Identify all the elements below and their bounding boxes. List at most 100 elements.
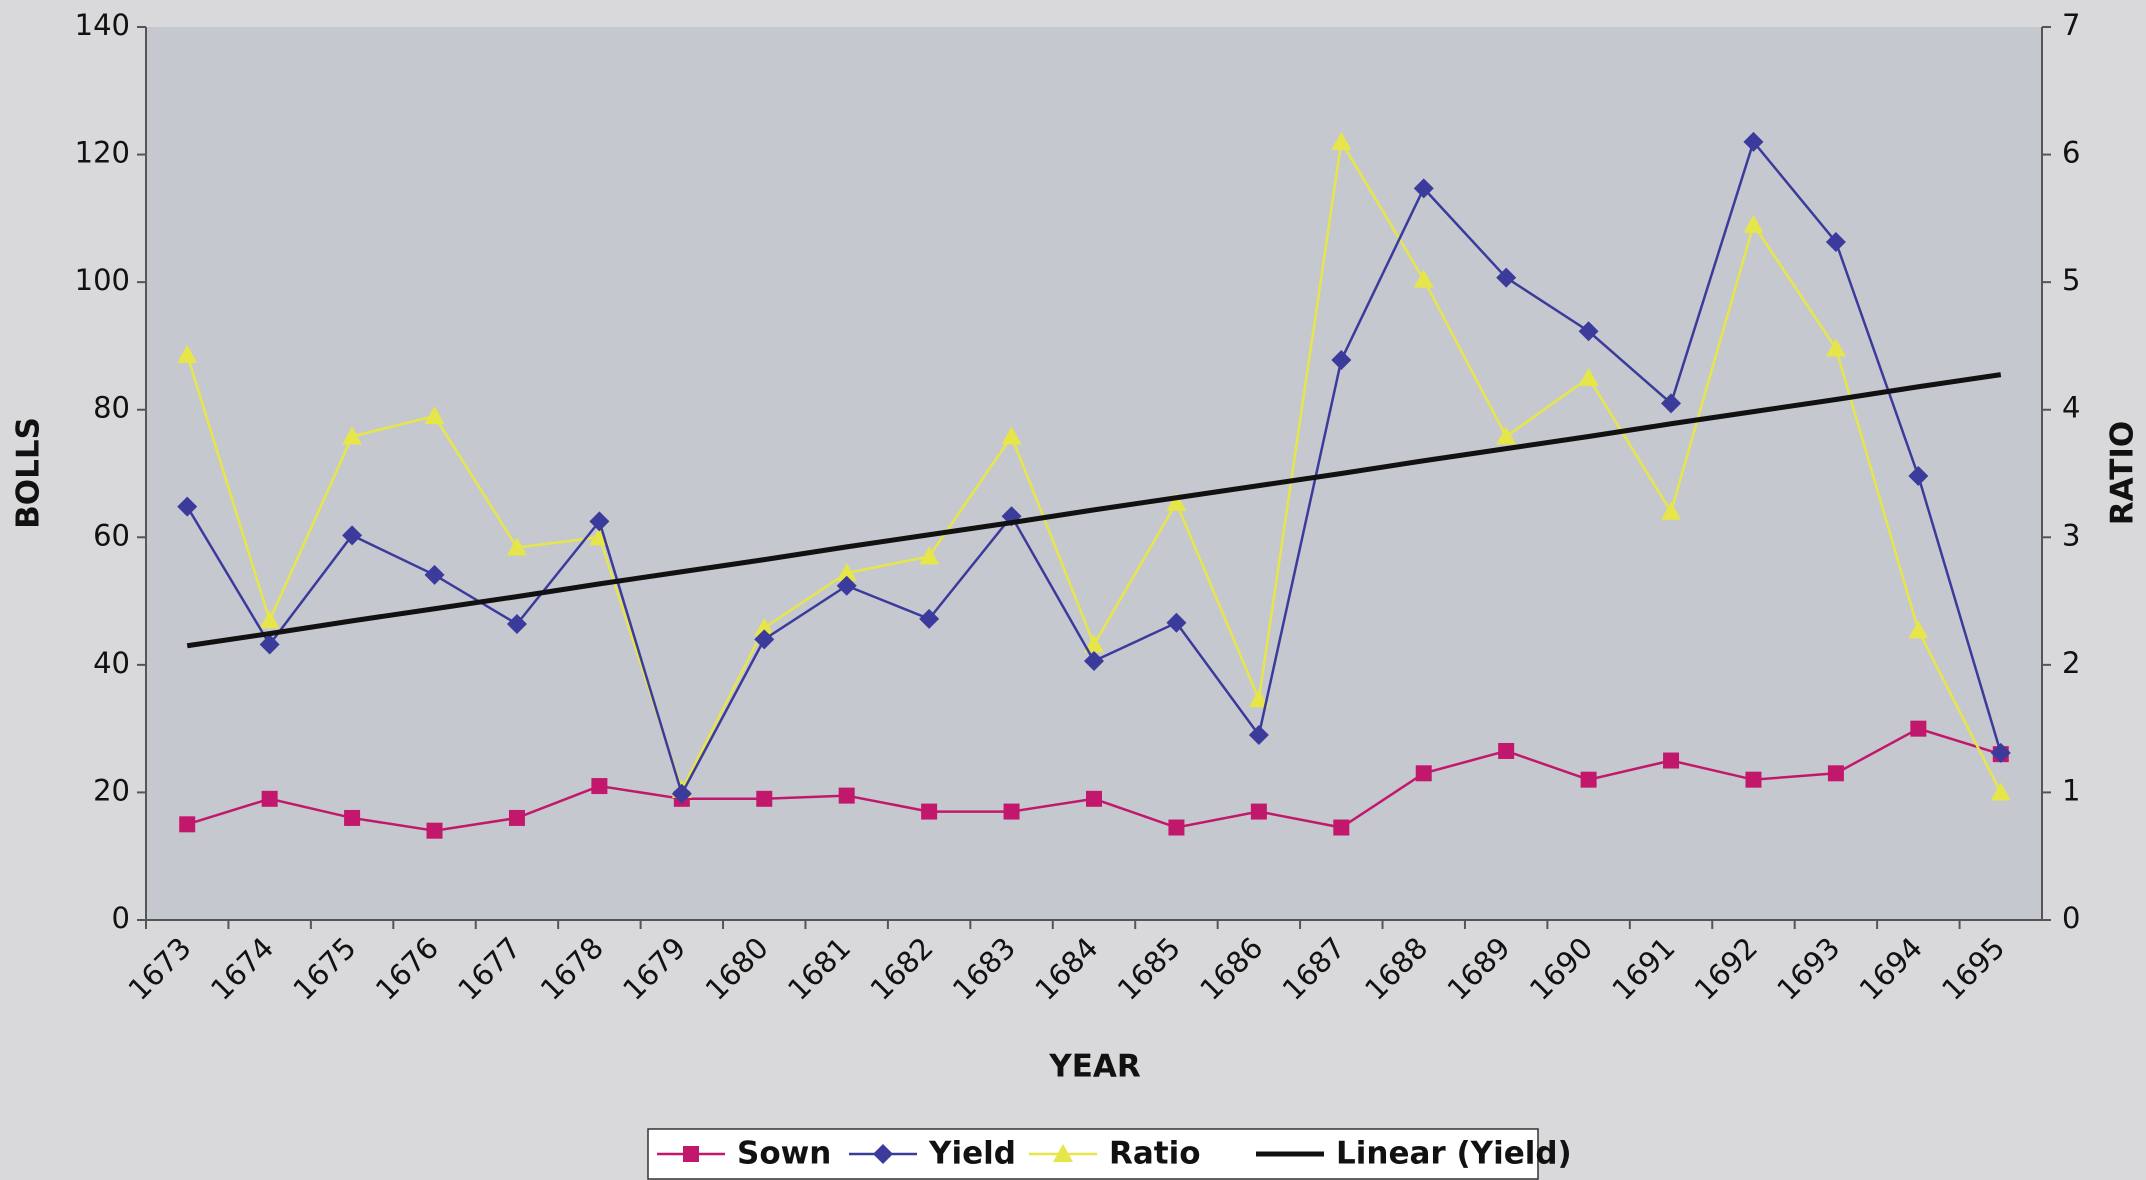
y2-tick-label: 2 bbox=[2062, 646, 2080, 680]
y-tick-label: 80 bbox=[93, 391, 130, 425]
point bbox=[919, 546, 940, 565]
point bbox=[1827, 765, 1844, 782]
y2-axis-title: RATIO bbox=[2105, 421, 2141, 526]
y2-tick-label: 1 bbox=[2062, 773, 2080, 807]
point bbox=[1086, 790, 1102, 807]
point bbox=[838, 787, 855, 804]
point bbox=[342, 426, 363, 445]
legend-marker bbox=[1053, 1144, 1073, 1162]
y2-tick-label: 3 bbox=[2062, 518, 2080, 552]
y2-tick-label: 7 bbox=[2062, 8, 2080, 42]
point bbox=[1413, 178, 1434, 199]
point bbox=[1663, 752, 1680, 769]
x-tick-label: 1695 bbox=[1935, 931, 2011, 1007]
point bbox=[919, 608, 940, 629]
point bbox=[754, 629, 775, 650]
legend-marker bbox=[683, 1146, 699, 1162]
x-tick-label: 1674 bbox=[204, 931, 280, 1007]
x-tick-label: 1682 bbox=[864, 931, 940, 1007]
point bbox=[1084, 651, 1104, 672]
point bbox=[921, 803, 938, 820]
legend-label: Linear (Yield) bbox=[1336, 1136, 1572, 1172]
x-tick-label: 1688 bbox=[1358, 931, 1434, 1007]
point bbox=[754, 617, 775, 636]
point bbox=[1908, 466, 1929, 487]
y-tick-label: 140 bbox=[75, 8, 130, 42]
x-tick-label: 1676 bbox=[369, 931, 445, 1007]
y-tick-label: 120 bbox=[75, 136, 130, 170]
point bbox=[1413, 269, 1434, 288]
point bbox=[1168, 819, 1185, 836]
point bbox=[1331, 131, 1352, 150]
point bbox=[1578, 367, 1599, 386]
point bbox=[259, 610, 280, 629]
point bbox=[1910, 720, 1927, 737]
x-tick-label: 1691 bbox=[1605, 931, 1681, 1007]
x-tick-label: 1692 bbox=[1688, 931, 1764, 1007]
point bbox=[1250, 803, 1267, 820]
point bbox=[1578, 321, 1599, 342]
x-tick-label: 1685 bbox=[1111, 931, 1187, 1007]
point bbox=[1084, 634, 1104, 653]
point bbox=[1661, 501, 1682, 520]
y2-tick-label: 4 bbox=[2062, 391, 2080, 425]
x-tick-label: 1686 bbox=[1193, 931, 1269, 1007]
point bbox=[1248, 689, 1269, 708]
point bbox=[426, 822, 443, 839]
y2-tick-label: 6 bbox=[2062, 136, 2080, 170]
point bbox=[1743, 214, 1764, 233]
point bbox=[1496, 267, 1517, 288]
point bbox=[1166, 612, 1187, 633]
legend-label: Yield bbox=[928, 1136, 1016, 1172]
x-tick-label: 1673 bbox=[122, 931, 198, 1007]
x-tick-label: 1687 bbox=[1276, 931, 1352, 1007]
point bbox=[179, 816, 196, 833]
legend-label: Ratio bbox=[1109, 1136, 1201, 1172]
point bbox=[1990, 742, 2011, 763]
point bbox=[261, 790, 278, 807]
point bbox=[1166, 492, 1187, 511]
point bbox=[177, 344, 198, 363]
x-tick-label: 1693 bbox=[1770, 931, 1846, 1007]
point bbox=[836, 575, 857, 596]
point bbox=[1496, 426, 1517, 445]
point bbox=[177, 496, 198, 517]
point bbox=[756, 790, 773, 807]
point bbox=[344, 809, 361, 826]
x-tick-label: 1681 bbox=[781, 931, 857, 1007]
point bbox=[1248, 725, 1269, 746]
x-tick-label: 1675 bbox=[286, 931, 362, 1007]
point bbox=[1003, 803, 1020, 820]
point bbox=[1825, 231, 1846, 252]
legend-label: Sown bbox=[737, 1136, 831, 1172]
point bbox=[1580, 771, 1597, 788]
point bbox=[1745, 771, 1762, 788]
point bbox=[671, 783, 692, 804]
x-axis-title: YEAR bbox=[1048, 1049, 1141, 1085]
y-tick-label: 100 bbox=[75, 263, 130, 297]
x-tick-label: 1677 bbox=[451, 931, 527, 1007]
point bbox=[591, 778, 608, 795]
y2-tick-label: 5 bbox=[2062, 263, 2080, 297]
point bbox=[424, 564, 445, 585]
point bbox=[1990, 782, 2011, 801]
x-tick-label: 1678 bbox=[534, 931, 610, 1007]
trend-line bbox=[186, 372, 2002, 649]
point bbox=[1333, 819, 1350, 836]
plot-area bbox=[146, 27, 2042, 920]
x-tick-label: 1684 bbox=[1028, 931, 1104, 1007]
y-axis-title: BOLLS bbox=[11, 417, 47, 529]
point bbox=[1908, 620, 1929, 639]
x-tick-label: 1694 bbox=[1853, 931, 1929, 1007]
point bbox=[589, 511, 610, 532]
legend-marker bbox=[873, 1144, 893, 1164]
x-tick-label: 1683 bbox=[946, 931, 1022, 1007]
y2-tick-label: 0 bbox=[2062, 901, 2080, 935]
x-tick-label: 1680 bbox=[699, 931, 775, 1007]
y-tick-label: 20 bbox=[93, 773, 130, 807]
point bbox=[1743, 131, 1764, 152]
point bbox=[1498, 742, 1515, 759]
x-tick-label: 1690 bbox=[1523, 931, 1599, 1007]
